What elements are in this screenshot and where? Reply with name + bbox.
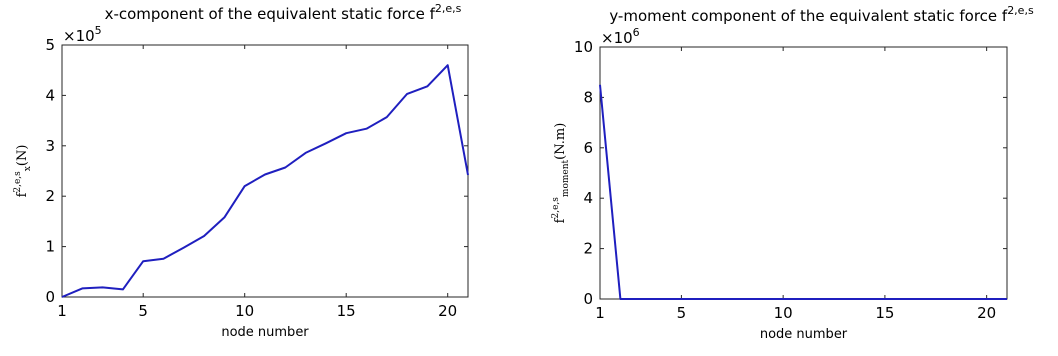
- x-axis-label: node number: [221, 325, 309, 340]
- y-axis-multiplier: ×106: [601, 26, 640, 47]
- x-tick-label: 1: [595, 304, 605, 322]
- x-tick-label: 15: [337, 302, 356, 320]
- y-axis-multiplier: ×105: [63, 24, 102, 45]
- y-axis-label: f2,e,sx(N): [13, 145, 33, 198]
- x-tick-label: 20: [438, 302, 457, 320]
- y-tick-label: 4: [583, 189, 593, 207]
- chart-title: x-component of the equivalent static for…: [105, 2, 462, 23]
- series-line-1: [61, 64, 469, 298]
- y-axis-label: f2,e,smoment(N.m): [551, 123, 571, 224]
- x-tick-label: 5: [677, 304, 687, 322]
- x-tick-label: 1: [57, 302, 67, 320]
- y-tick-label: 2: [583, 240, 593, 258]
- y-tick-label: 0: [45, 288, 55, 306]
- x-tick-label: 10: [235, 302, 254, 320]
- y-tick-label: 2: [45, 187, 55, 205]
- x-tick-label: 15: [875, 304, 894, 322]
- x-tick-label: 20: [977, 304, 996, 322]
- y-tick-label: 5: [45, 36, 55, 54]
- y-tick-label: 6: [583, 139, 593, 157]
- x-axis-label: node number: [760, 327, 848, 342]
- x-tick-label: 5: [138, 302, 148, 320]
- series-line-1: [599, 84, 1007, 300]
- y-tick-label: 1: [45, 238, 55, 256]
- chart-title: y-moment component of the equivalent sta…: [609, 4, 1034, 25]
- y-tick-label: 4: [45, 86, 55, 104]
- y-tick-label: 10: [574, 38, 593, 56]
- y-tick-label: 3: [45, 137, 55, 155]
- y-tick-label: 0: [583, 290, 593, 308]
- x-tick-label: 10: [774, 304, 793, 322]
- y-tick-label: 8: [583, 88, 593, 106]
- plot-area-frame: [599, 46, 1008, 300]
- plot-area-frame: [61, 44, 469, 298]
